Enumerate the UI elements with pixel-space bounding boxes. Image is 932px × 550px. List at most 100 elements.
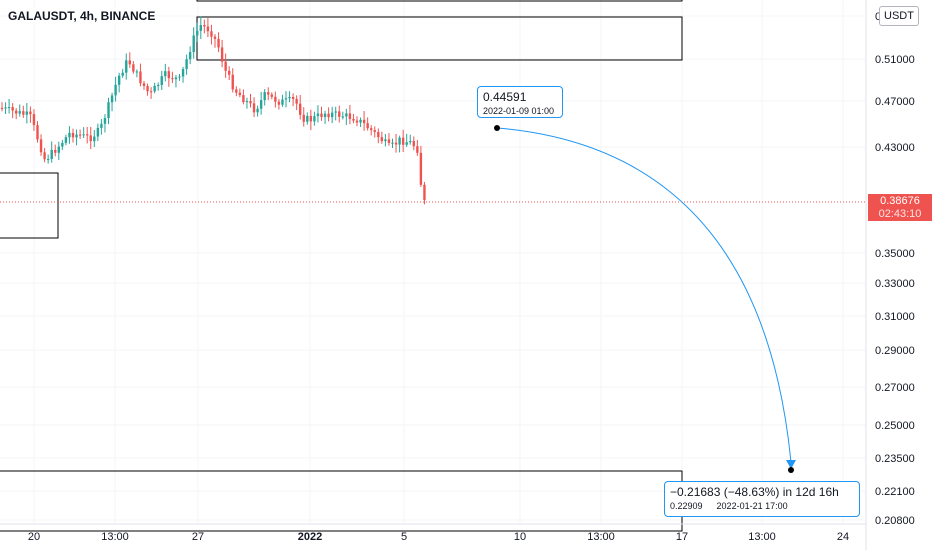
- candle-body: [313, 116, 316, 122]
- candle: [355, 116, 359, 127]
- candle: [377, 128, 380, 144]
- candle: [323, 110, 327, 124]
- candle-body: [86, 134, 89, 136]
- projection-end-info: 0.22909 2022-01-21 17:00: [670, 501, 854, 511]
- candle: [160, 70, 163, 90]
- candle: [391, 138, 394, 149]
- candle-body: [139, 71, 142, 84]
- price-axis-label: 0.35000: [875, 248, 915, 260]
- candle: [25, 102, 29, 124]
- candle-body: [125, 60, 128, 73]
- candle-body: [394, 142, 398, 145]
- current-price-badge: 0.38676 02:43:10: [868, 194, 932, 221]
- candle: [0, 102, 4, 112]
- candle: [416, 139, 419, 156]
- candle: [401, 129, 405, 153]
- candle: [185, 54, 188, 75]
- candle-body: [224, 61, 227, 71]
- candle-body: [46, 159, 50, 161]
- candle: [295, 95, 298, 111]
- candle: [43, 147, 46, 163]
- candle: [196, 22, 199, 43]
- candle-body: [64, 137, 68, 143]
- price-axis-label: 0.23500: [875, 453, 915, 465]
- end-price: 0.22909: [670, 501, 703, 511]
- candle-body: [121, 72, 124, 76]
- candle-body: [238, 92, 242, 96]
- candle: [110, 92, 114, 112]
- candle-body: [423, 184, 426, 201]
- candle: [405, 133, 408, 147]
- candle-body: [11, 107, 14, 111]
- candle: [380, 131, 384, 144]
- candle-body: [75, 134, 78, 138]
- time-axis-label: 5: [401, 531, 407, 543]
- candle-body: [213, 36, 217, 39]
- candle: [419, 145, 423, 187]
- candle: [256, 105, 259, 117]
- candle: [107, 97, 110, 125]
- price-axis-label: 0.22100: [875, 486, 915, 498]
- candle: [249, 93, 252, 108]
- candle-body: [178, 76, 181, 78]
- candle-body: [107, 102, 110, 119]
- candle: [128, 52, 131, 68]
- supply-zone-box: [196, 16, 683, 61]
- price-axis: 0 0.51000 0.47000 0.43000 0.35000 0.33000 0.31…: [875, 11, 915, 527]
- candlestick-series: [0, 16, 426, 205]
- end-time: 2022-01-21 17:00: [716, 501, 788, 511]
- currency-button[interactable]: USDT: [879, 6, 919, 26]
- price-axis-label: 0.31000: [875, 311, 915, 323]
- start-time: 2022-01-09 01:00: [483, 106, 555, 116]
- price-axis-label: 0.29000: [875, 345, 915, 357]
- candle: [299, 95, 302, 120]
- projection-change: −0.21683 (−48.63%) in 12d 16h: [670, 485, 839, 499]
- candle: [89, 126, 92, 150]
- candle-body: [171, 78, 174, 80]
- candle: [274, 91, 277, 108]
- candle: [366, 117, 369, 131]
- candle: [86, 126, 89, 144]
- candle: [224, 53, 227, 78]
- candle-body: [36, 125, 39, 140]
- candle: [228, 66, 231, 81]
- candle-body: [377, 131, 380, 138]
- projection-result-label[interactable]: −0.21683 (−48.63%) in 12d 16h 0.22909 202…: [664, 481, 860, 517]
- candle-body: [199, 25, 202, 31]
- candle: [39, 134, 43, 156]
- candle: [341, 111, 344, 120]
- candle: [217, 32, 220, 53]
- candle: [199, 16, 202, 40]
- candle-body: [362, 119, 366, 124]
- candle: [252, 97, 256, 118]
- zone-top-edge: [196, 0, 683, 2]
- candle-body: [142, 83, 146, 86]
- candle: [259, 91, 263, 115]
- candle-body: [146, 85, 149, 92]
- candle: [394, 133, 398, 153]
- candle: [139, 63, 142, 87]
- candle-body: [43, 152, 46, 160]
- candle-body: [323, 113, 327, 117]
- candle-body: [355, 120, 359, 123]
- candle: [68, 126, 71, 144]
- candle-body: [110, 95, 114, 103]
- candle-body: [387, 139, 391, 143]
- candle: [277, 99, 281, 110]
- candle-body: [267, 92, 270, 95]
- projection-start-label[interactable]: 0.44591 2022-01-09 01:00: [477, 86, 563, 118]
- candle-body: [256, 108, 259, 113]
- candle: [281, 94, 284, 107]
- candle-body: [288, 96, 291, 99]
- candle-body: [68, 132, 71, 138]
- projection-curve: [496, 127, 792, 463]
- candle-body: [220, 47, 224, 62]
- candle: [412, 136, 415, 151]
- projection-arrow: [494, 125, 796, 473]
- candle: [270, 92, 273, 100]
- candle-body: [4, 107, 7, 109]
- time-axis: 20 13:00 27 2022 5 10 13:00 17 13:00 24: [28, 531, 849, 543]
- candle: [29, 106, 32, 123]
- candle-body: [231, 74, 234, 90]
